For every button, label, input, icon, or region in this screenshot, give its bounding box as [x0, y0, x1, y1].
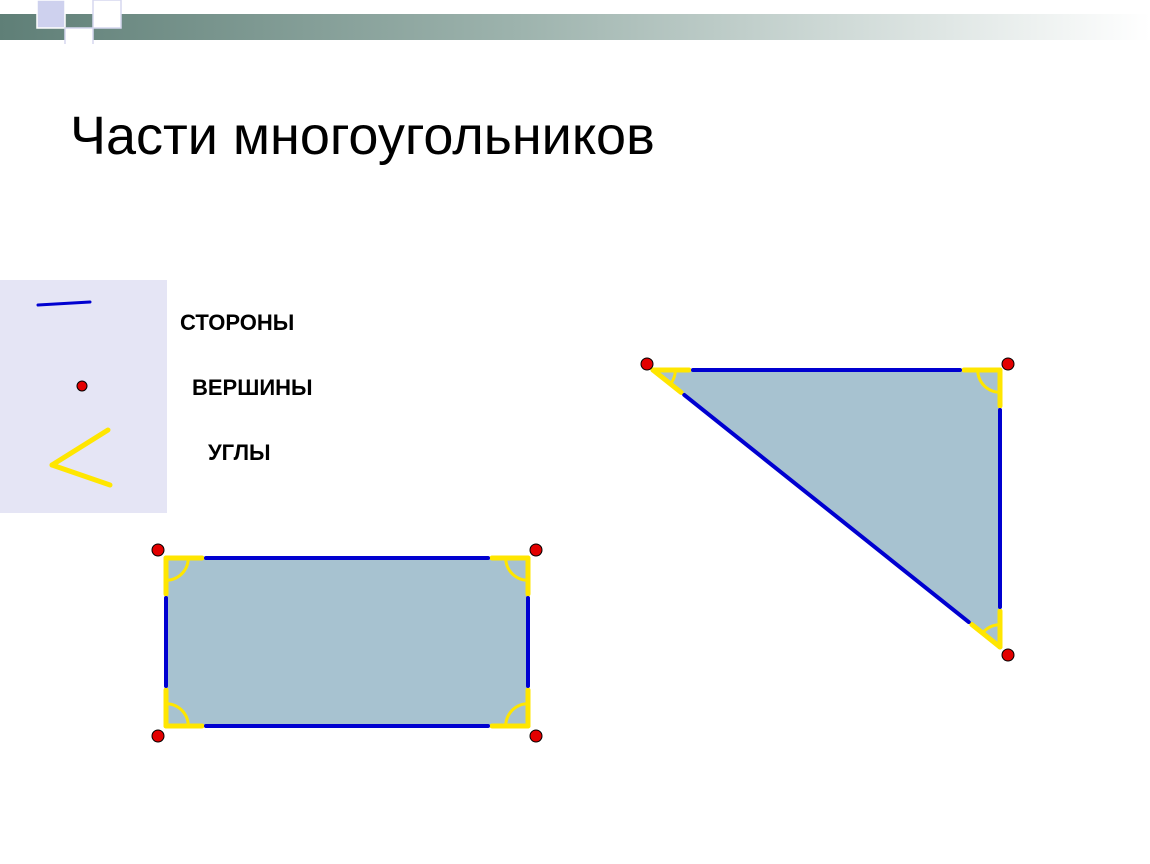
shapes-diagram	[0, 0, 1150, 864]
slide: Части многоугольников СТОРОНЫ ВЕРШИНЫ УГ…	[0, 0, 1150, 864]
